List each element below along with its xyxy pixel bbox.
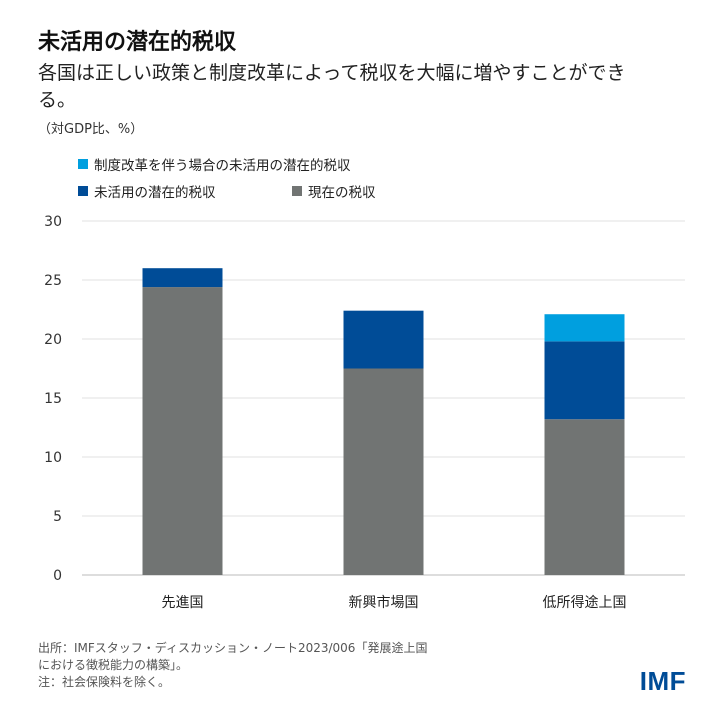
source-note: 出所：IMFスタッフ・ディスカッション・ノート2023/006「発展途上国 にお… [38, 640, 427, 691]
source-line: 出所：IMFスタッフ・ディスカッション・ノート2023/006「発展途上国 [38, 641, 428, 655]
source-line: における徴税能力の構築」。 [38, 658, 189, 672]
x-tick-label: 先進国 [162, 595, 204, 611]
legend-label: 制度改革を伴う場合の未活用の潜在的税収 [94, 158, 351, 174]
bar-segment [544, 419, 625, 575]
bar-segment [343, 310, 424, 369]
imf-logo: IMF [639, 666, 686, 696]
legend-label: 未活用の潜在的税収 [94, 185, 216, 201]
legend-item-reform: 制度改革を伴う場合の未活用の潜在的税収 [78, 154, 351, 174]
y-tick-label: 25 [44, 273, 62, 289]
legend-swatch [292, 186, 302, 196]
y-tick-label: 0 [53, 568, 62, 584]
y-tick-label: 30 [44, 214, 62, 230]
y-tick-label: 10 [44, 450, 62, 466]
unit-label: （対GDP比、%） [38, 122, 144, 137]
x-tick-label: 新興市場国 [349, 594, 419, 611]
bar-segment [142, 268, 223, 288]
y-tick-label: 5 [53, 509, 62, 525]
legend-swatch [78, 159, 88, 169]
bar-segment [544, 341, 625, 420]
bar-segment [142, 287, 223, 575]
legend-item-current: 現在の税収 [292, 181, 376, 201]
note-line: 注：社会保険料を除く。 [38, 675, 171, 689]
y-tick-label: 15 [44, 391, 62, 407]
bar-segment [544, 314, 625, 342]
legend-item-untapped: 未活用の潜在的税収 [78, 181, 216, 201]
y-tick-label: 20 [44, 332, 62, 348]
legend-label: 現在の税収 [308, 185, 376, 201]
chart-subtitle: 各国は正しい政策と制度改革によって税収を大幅に増やすことができる。 [38, 62, 626, 111]
legend-swatch [78, 186, 88, 196]
x-tick-label: 低所得途上国 [543, 594, 627, 611]
chart-title: 未活用の潜在的税収 [38, 30, 237, 55]
bar-segment [343, 368, 424, 575]
